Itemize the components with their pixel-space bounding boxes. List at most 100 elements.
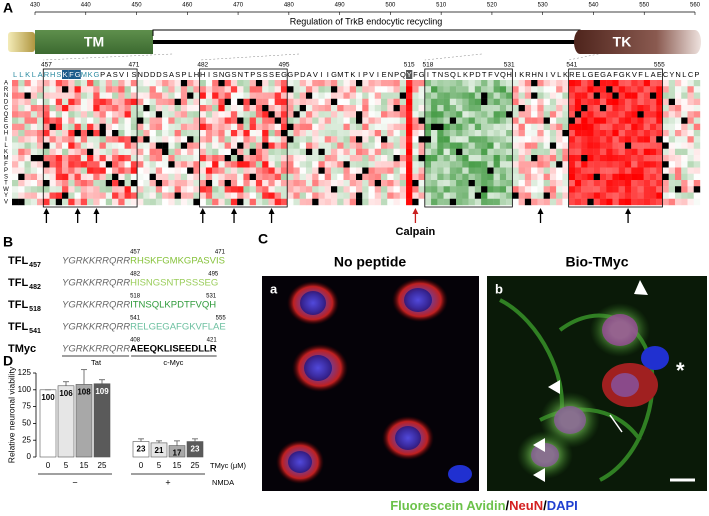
heatmap-cell: [493, 92, 501, 99]
heatmap-cell: [387, 192, 394, 199]
heatmap-cell: [324, 105, 332, 112]
peptide-name: TFL: [8, 255, 28, 267]
heatmap-cell: [512, 98, 519, 106]
heatmap-cell: [693, 92, 701, 99]
heatmap-cell: [681, 80, 688, 87]
heatmap-cell: [356, 198, 363, 206]
peptide-subscript: 518: [29, 306, 41, 313]
heatmap-cell: [218, 92, 225, 99]
heatmap-cell: [406, 123, 413, 131]
y-tick-label: 25: [22, 435, 31, 444]
heatmap-cell: [118, 198, 125, 206]
heatmap-cell: [30, 123, 38, 131]
heatmap-cell: [543, 117, 551, 124]
heatmap-cell: [168, 161, 175, 168]
heatmap-cell: [581, 105, 588, 112]
heatmap-cell: [481, 105, 488, 112]
heatmap-cell: [55, 111, 63, 118]
heatmap-cell: [199, 117, 207, 124]
heatmap-cell: [55, 148, 63, 156]
heatmap-cell: [374, 123, 382, 131]
heatmap-cell: [249, 167, 257, 174]
heatmap-cell: [468, 111, 476, 118]
heatmap-cell: [556, 180, 563, 187]
heatmap-cell: [349, 142, 357, 149]
heatmap-cell: [543, 186, 551, 193]
heatmap-cell: [662, 98, 669, 106]
heatmap-cell: [49, 98, 56, 106]
heatmap-cell: [155, 155, 163, 162]
ruler-tick-label: 550: [639, 3, 650, 9]
heatmap-cell: [37, 173, 44, 181]
heatmap-cell: [274, 117, 282, 124]
heatmap-cell: [637, 173, 644, 181]
heatmap-cell: [155, 105, 163, 112]
heatmap-cell: [631, 186, 638, 193]
heatmap-cell: [12, 167, 19, 174]
heatmap-cell: [662, 86, 669, 93]
heatmap-cell: [149, 161, 157, 168]
heatmap-cell: [305, 155, 313, 162]
heatmap-cell: [487, 167, 494, 174]
heatmap-cell: [255, 136, 263, 143]
heatmap-cell: [556, 136, 563, 143]
heatmap-cell: [43, 80, 50, 87]
heatmap-cell: [99, 155, 107, 162]
heatmap-cell: [262, 161, 269, 168]
heatmap-cell: [662, 136, 669, 143]
heatmap-cell: [174, 130, 182, 137]
heatmap-cell: [512, 136, 519, 143]
arrow-label: Calpain: [396, 226, 436, 238]
heatmap-cell: [656, 148, 663, 156]
heatmap-cell: [693, 98, 701, 106]
heatmap-cell: [693, 142, 701, 149]
heatmap-cell: [418, 192, 425, 199]
heatmap-cell: [506, 155, 513, 162]
heatmap-cell: [280, 155, 288, 162]
heatmap-cell: [55, 161, 63, 168]
heatmap-cell: [593, 173, 601, 181]
heatmap-cell: [449, 86, 457, 93]
heatmap-cell: [349, 136, 357, 143]
heatmap-cell: [12, 80, 19, 87]
heatmap-cell: [424, 167, 432, 174]
heatmap-cell: [656, 92, 663, 99]
heatmap-cell: [518, 117, 526, 124]
heatmap-cell: [418, 123, 425, 131]
heatmap-cell: [637, 142, 644, 149]
heatmap-cell: [562, 80, 569, 87]
heatmap-cell: [362, 105, 369, 112]
heatmap-cell: [162, 80, 169, 87]
heatmap-cell: [112, 161, 119, 168]
heatmap-cell: [55, 142, 63, 149]
heatmap-cell: [287, 111, 294, 118]
heatmap-cell: [49, 117, 56, 124]
heatmap-cell: [468, 148, 476, 156]
x-tick-label: 0: [139, 461, 144, 470]
heatmap-cell: [562, 186, 569, 193]
heatmap-cell: [537, 80, 544, 87]
heatmap-cell: [356, 142, 363, 149]
heatmap-cell: [230, 161, 238, 168]
heatmap-cell: [62, 142, 69, 149]
heatmap-cell: [212, 155, 219, 162]
heatmap-cell: [562, 92, 569, 99]
heatmap-cell: [643, 80, 651, 87]
heatmap-cell: [43, 92, 50, 99]
heatmap-cell: [606, 173, 613, 181]
heatmap-cell: [93, 111, 100, 118]
heatmap-cell: [312, 105, 319, 112]
heatmap-cell: [87, 86, 94, 93]
heatmap-cell: [356, 130, 363, 137]
heatmap-cell: [493, 130, 501, 137]
heatmap-cell: [324, 86, 332, 93]
heatmap-cell: [174, 123, 182, 131]
heatmap-cell: [462, 136, 469, 143]
heatmap-cell: [193, 167, 200, 174]
heatmap-cell: [80, 117, 88, 124]
heatmap-cell: [518, 136, 526, 143]
heatmap-cell: [280, 92, 288, 99]
heatmap-cell: [468, 80, 476, 87]
heatmap-cell: [12, 86, 19, 93]
